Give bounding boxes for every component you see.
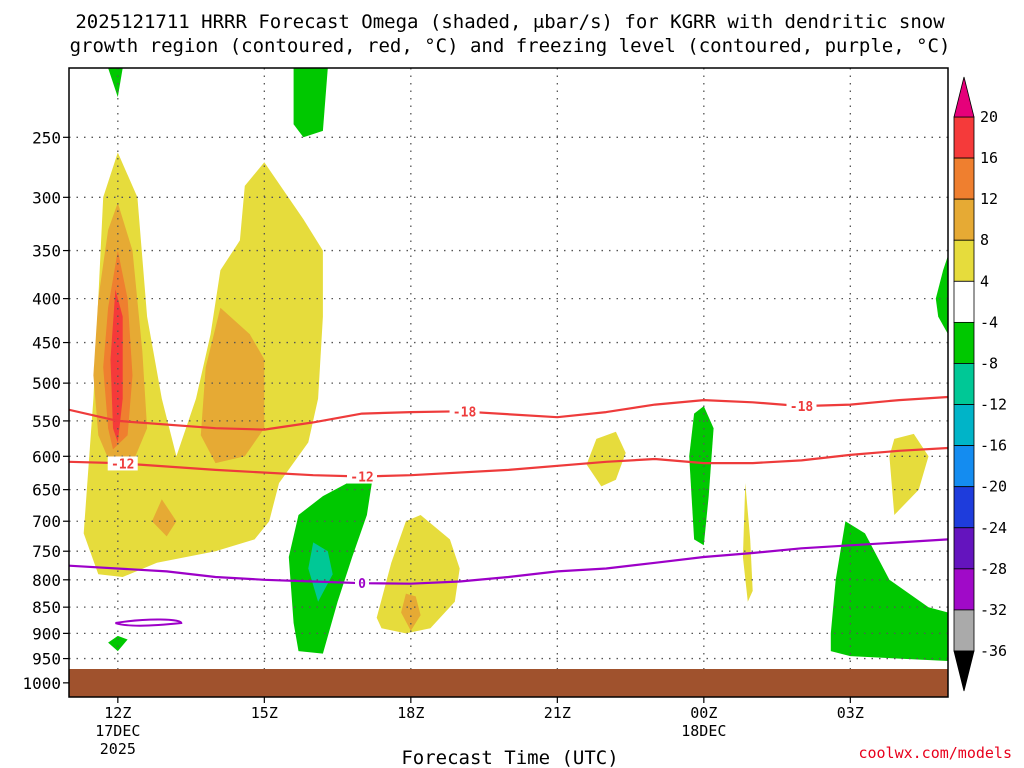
- colorbar-swatch-1: [953, 116, 975, 159]
- omega-region-18: [830, 521, 948, 661]
- omega-region-11: [889, 433, 929, 515]
- y-tick-label-850: 850: [32, 598, 61, 617]
- colorbar-swatch-9: [953, 445, 975, 488]
- y-tick-label-400: 400: [32, 290, 61, 309]
- x-tick-label-03Z: 03Z: [837, 704, 864, 722]
- colorbar-swatch-3: [953, 198, 975, 241]
- contour-label-dendritic-top-2: -18: [790, 400, 814, 415]
- colorbar-label-14: -36: [980, 642, 1007, 660]
- x-tick-label-18Z: 18Z: [397, 704, 424, 722]
- y-tick-label-800: 800: [32, 571, 61, 590]
- colorbar-swatch-10: [953, 486, 975, 529]
- contour-freezing-level: [69, 538, 948, 585]
- y-tick-label-250: 250: [32, 128, 61, 147]
- chart-title-line1: 2025121711 HRRR Forecast Omega (shaded, …: [75, 11, 945, 33]
- y-tick-label-550: 550: [32, 412, 61, 431]
- contour-label-freezing-level-5: 0: [358, 577, 366, 592]
- contour-layer: [69, 395, 948, 627]
- below-ground-surface: [69, 669, 948, 697]
- contour-label-bg-4: [347, 469, 377, 484]
- contour-label-dendritic-bottom-3: -12: [111, 457, 134, 472]
- contour-label-dendritic-bottom-4: -12: [350, 471, 373, 486]
- omega-region-5: [110, 289, 123, 443]
- x-tick-label-12Z: 12Z: [104, 704, 131, 722]
- contour-labels: -18 -18 -12 -12 0: [107, 399, 817, 592]
- colorbar-label-6: -4: [980, 313, 998, 331]
- y-tick-label-1000: 1000: [22, 674, 61, 693]
- colorbar-label-8: -12: [980, 396, 1007, 414]
- omega-region-17: [689, 406, 714, 546]
- credit-text: coolwx.com/models: [858, 744, 1012, 762]
- y-axis: 250 300 350 400 450 500 550 600 650 700 750 800 850 9…: [22, 128, 69, 693]
- colorbar-legend: 20 16 12 8 4 -4 -8 -12 -16 -20 -24 -28 -32 -36: [953, 76, 1007, 692]
- omega-shading-layer: [83, 68, 948, 661]
- contour-label-dendritic-top-1: -18: [453, 406, 477, 421]
- colorbar-swatch-8: [953, 404, 975, 447]
- colorbar-label-3: 12: [980, 190, 998, 208]
- y-tick-label-700: 700: [32, 512, 61, 531]
- contour-dendritic-top: [69, 395, 948, 431]
- colorbar-label-7: -8: [980, 354, 998, 372]
- omega-region-12: [108, 68, 123, 98]
- plot-frame: [68, 67, 949, 698]
- omega-region-7: [376, 515, 460, 634]
- colorbar-label-13: -32: [980, 601, 1007, 619]
- contour-freezing-loop: [115, 618, 183, 627]
- contour-label-bg-3: [107, 456, 138, 471]
- x-axis-label: Forecast Time (UTC): [401, 747, 618, 768]
- colorbar-label-4: 8: [980, 231, 989, 249]
- omega-region-13: [293, 68, 328, 138]
- colorbar-swatch-4: [953, 239, 975, 282]
- colorbar-label-12: -28: [980, 560, 1007, 578]
- colorbar-swatch-7: [953, 363, 975, 405]
- colorbar-top-arrow: [953, 76, 975, 118]
- y-tick-label-750: 750: [32, 542, 61, 561]
- x-tick-date-12Z: 17DEC: [95, 722, 140, 740]
- chart-title-line2: growth region (contoured, red, °C) and f…: [70, 35, 951, 57]
- x-tick-label-21Z: 21Z: [544, 704, 571, 722]
- colorbar-swatch-2: [953, 157, 975, 200]
- omega-region-9: [586, 431, 626, 487]
- omega-region-15: [308, 542, 333, 602]
- y-tick-label-600: 600: [32, 447, 61, 466]
- omega-region-19: [935, 255, 948, 335]
- omega-region-1: [83, 152, 323, 577]
- y-tick-label-300: 300: [32, 188, 61, 207]
- omega-region-3: [200, 307, 265, 464]
- omega-region-10: [742, 483, 753, 602]
- y-tick-label-950: 950: [32, 650, 61, 669]
- x-tick-year-12Z: 2025: [100, 740, 136, 758]
- y-tick-label-650: 650: [32, 481, 61, 500]
- colorbar-label-1: 20: [980, 108, 998, 126]
- colorbar-swatch-11: [953, 527, 975, 570]
- x-tick-label-15Z: 15Z: [251, 704, 278, 722]
- colorbar-swatch-12: [953, 568, 975, 611]
- contour-label-bg-5: [355, 576, 369, 591]
- colorbar-label-9: -16: [980, 437, 1007, 455]
- colorbar-bottom-arrow: [953, 650, 975, 692]
- colorbar-swatch-5: [953, 280, 975, 323]
- y-tick-label-450: 450: [32, 334, 61, 353]
- contour-dendritic-bottom: [69, 446, 948, 478]
- contour-label-bg-1: [449, 404, 480, 419]
- colorbar-label-2: 16: [980, 149, 998, 167]
- x-tick-label-00Z: 00Z: [690, 704, 717, 722]
- colorbar-swatch-6: [953, 321, 975, 364]
- y-tick-label-350: 350: [32, 242, 61, 261]
- colorbar-label-5: 4: [980, 272, 989, 290]
- omega-region-16: [108, 635, 128, 652]
- colorbar-swatch-13: [953, 609, 975, 652]
- y-tick-label-900: 900: [32, 624, 61, 643]
- colorbar-label-11: -24: [980, 519, 1007, 537]
- colorbar-label-10: -20: [980, 478, 1007, 496]
- x-tick-date-00Z: 18DEC: [681, 722, 726, 740]
- contour-label-bg-2: [786, 399, 817, 414]
- omega-region-6: [152, 499, 177, 537]
- y-tick-label-500: 500: [32, 374, 61, 393]
- omega-region-8: [401, 593, 421, 631]
